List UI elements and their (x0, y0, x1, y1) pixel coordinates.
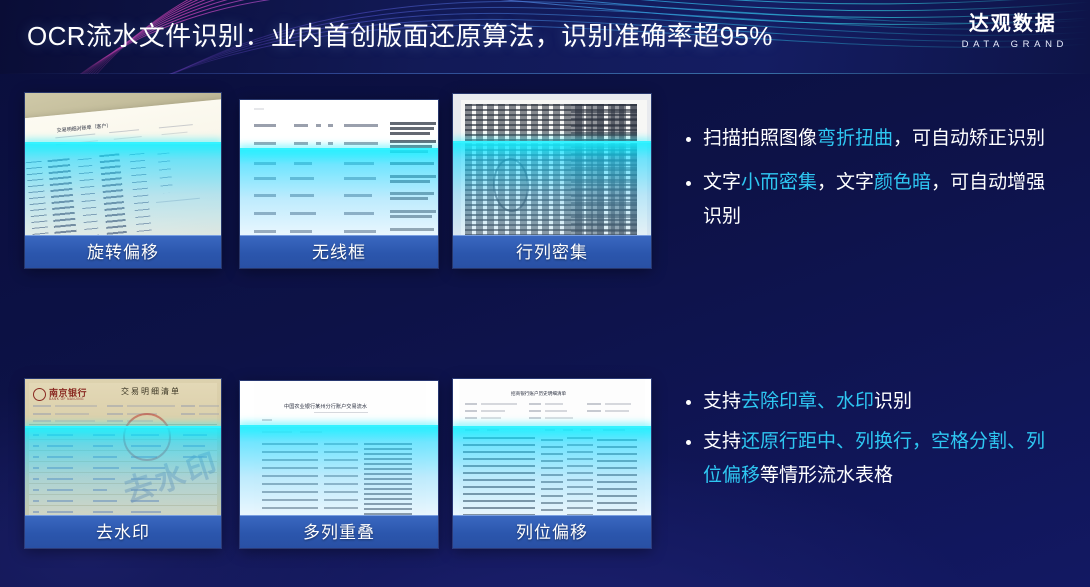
card-rotation-offset[interactable]: 交易明细对账单（客户） 旋转偏移 (25, 93, 221, 268)
document-heading: 交易明细对账单（客户） (56, 122, 112, 135)
plain-text: ，文字 (817, 172, 875, 193)
plain-text: 支持 (703, 391, 742, 412)
card-caption: 旋转偏移 (25, 235, 221, 268)
bullet-item: 支持还原行距中、列换行，空格分割、列位偏移等情形流水表格 (684, 425, 1064, 493)
highlight-text: 小而密集 (741, 172, 818, 193)
plain-text: 支持 (703, 431, 742, 452)
card-column-shift[interactable]: 招商银行账户历史明细清单 (453, 379, 651, 548)
card-caption: 列位偏移 (453, 515, 651, 548)
bank-name-en: BANK OF NANJING (49, 397, 84, 401)
card-overlapping-columns[interactable]: 中国农业银行某州分行账户交易流水 多列重叠 (240, 381, 438, 548)
brand-logo: 达观数据 DATA GRAND (958, 12, 1068, 52)
plain-text: 扫描拍照图像 (703, 128, 818, 149)
plain-text: ，可自动增强识别 (703, 172, 1046, 227)
bank-seal-icon (33, 388, 46, 401)
card-dense-rows-columns[interactable]: 行列密集 (453, 94, 651, 268)
highlight-text: 弯折扭曲 (817, 128, 894, 149)
page-title: OCR流水文件识别：业内首创版面还原算法，识别准确率超95% (27, 21, 773, 51)
document-heading: 中国农业银行某州分行账户交易流水 (284, 404, 368, 410)
document-heading: 交易明细清单 (121, 387, 181, 396)
highlight-text: 去除印章、水印 (741, 391, 875, 412)
document-heading: 招商银行账户历史明细清单 (511, 391, 567, 396)
highlight-text: 还原行距中、列换行，空格分割、列位偏移 (703, 431, 1046, 486)
plain-text: 文字 (703, 172, 742, 193)
bank-name: 南京银行 (49, 388, 88, 398)
plain-text: 等情形流水表格 (760, 465, 894, 486)
bullet-group-top: 扫描拍照图像弯折扭曲，可自动矫正识别 文字小而密集，文字颜色暗，可自动增强识别 (684, 122, 1064, 234)
brand-name-en: DATA GRAND (961, 39, 1068, 50)
card-borderless-table[interactable]: 无线框 (240, 100, 438, 268)
bullet-item: 文字小而密集，文字颜色暗，可自动增强识别 (684, 166, 1064, 234)
card-caption: 行列密集 (453, 235, 651, 268)
highlight-text: 颜色暗 (874, 172, 932, 193)
plain-text: ，可自动矫正识别 (893, 128, 1046, 149)
card-caption: 去水印 (25, 515, 221, 548)
bullet-item: 支持去除印章、水印识别 (684, 385, 1064, 419)
decorative-wave-lines (79, 0, 1090, 74)
plain-text: 识别 (874, 391, 913, 412)
card-caption: 多列重叠 (240, 515, 438, 548)
brand-name-cn: 达观数据 (968, 13, 1057, 35)
card-remove-watermark[interactable]: 南京银行 BANK OF NANJING 交易明细清单 (25, 379, 221, 548)
bullet-group-bottom: 支持去除印章、水印识别 支持还原行距中、列换行，空格分割、列位偏移等情形流水表格 (684, 385, 1064, 493)
header-band: OCR流水文件识别：业内首创版面还原算法，识别准确率超95% 达观数据 DATA… (0, 0, 1090, 74)
card-caption: 无线框 (240, 235, 438, 268)
bullet-item: 扫描拍照图像弯折扭曲，可自动矫正识别 (684, 122, 1064, 156)
